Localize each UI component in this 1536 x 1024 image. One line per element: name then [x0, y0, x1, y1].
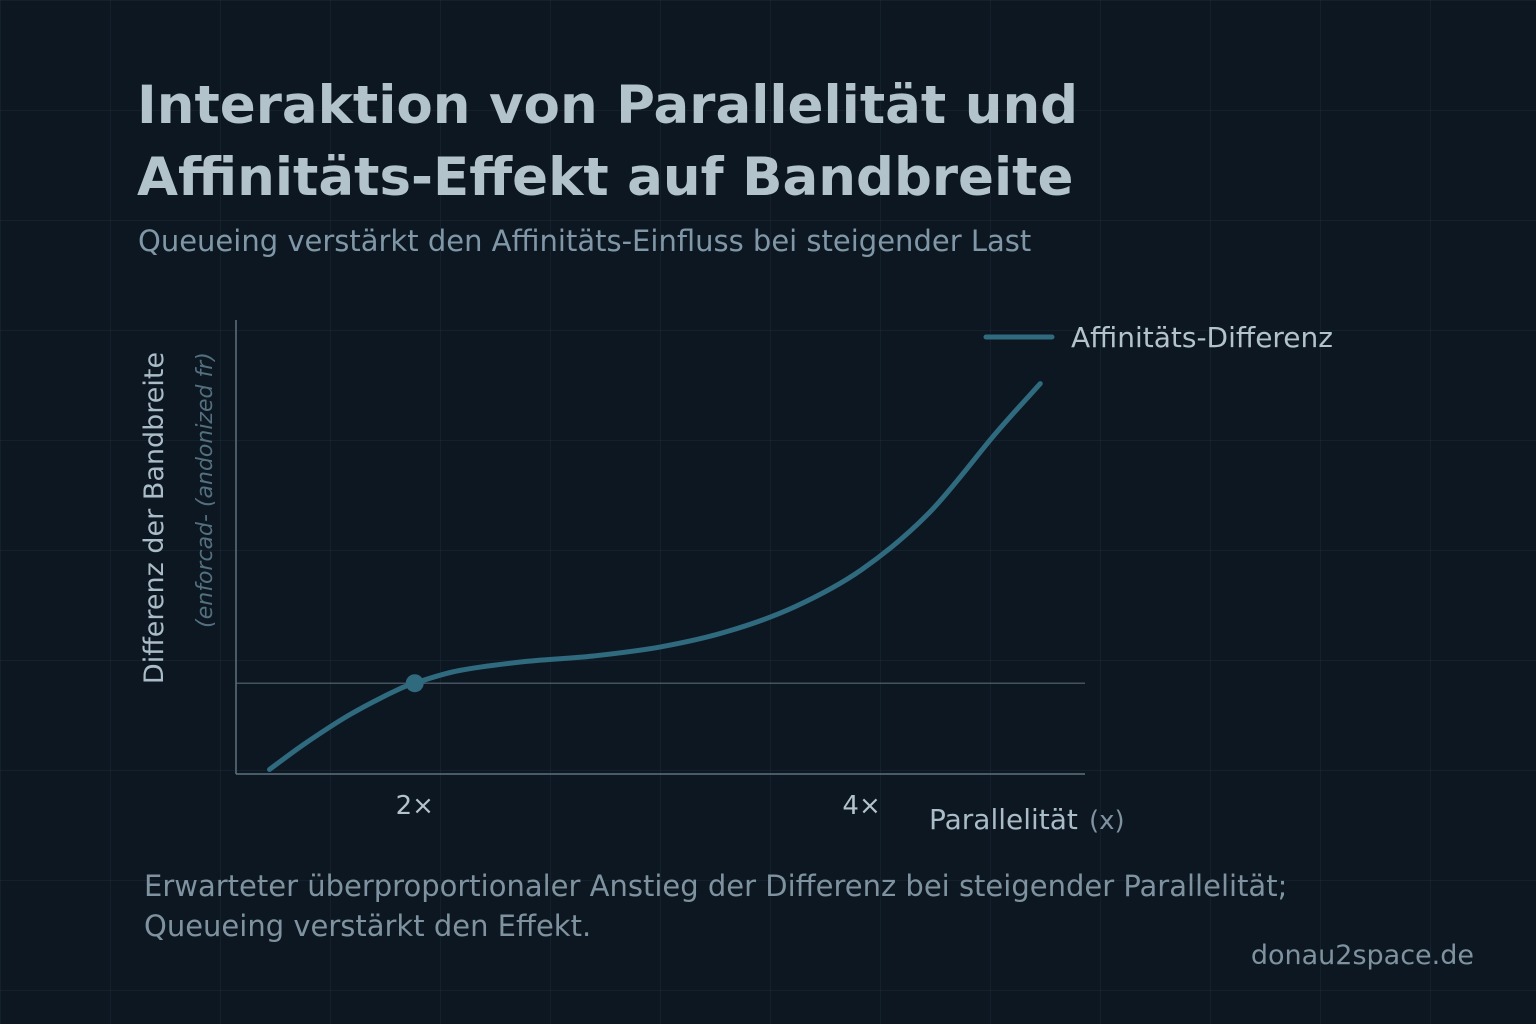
- legend: Affinitäts-Differenz: [983, 321, 1333, 354]
- x-tick-label-0: 2×: [396, 791, 434, 821]
- chart-note-line-1: Erwarteter überproportionaler Anstieg de…: [144, 869, 1288, 903]
- site-credit: donau2space.de: [1250, 940, 1474, 971]
- series-layer: [267, 381, 1043, 772]
- legend-label: Affinitäts-Differenz: [1071, 321, 1333, 354]
- x-axis-label-main: Parallelität: [929, 803, 1078, 836]
- x-tick-label-1: 4×: [842, 791, 880, 821]
- y-axis-sublabel: (enforcad- (andonized fr): [193, 352, 218, 628]
- x-axis-label-unit: (x): [1089, 806, 1125, 836]
- chart-title-line-2: Affinitäts-Effekt auf Bandbreite: [137, 147, 1074, 208]
- chart-subtitle: Queueing verstärkt den Affinitäts-Einflu…: [138, 224, 1032, 258]
- highlight-point: [405, 674, 424, 693]
- chart-note-line-2: Queueing verstärkt den Effekt.: [144, 909, 592, 943]
- x-tick-labels: 2× 4×: [396, 791, 881, 821]
- series-line-0: [267, 381, 1043, 772]
- x-axis-label: Parallelität (x): [929, 803, 1125, 836]
- chart-note: Erwarteter überproportionaler Anstieg de…: [144, 866, 1394, 946]
- chart-title-line-1: Interaktion von Parallelität und: [137, 75, 1079, 136]
- chart-title: Interaktion von Parallelität und Affinit…: [137, 70, 1237, 214]
- y-axis-label: Differenz der Bandbreite: [139, 352, 170, 684]
